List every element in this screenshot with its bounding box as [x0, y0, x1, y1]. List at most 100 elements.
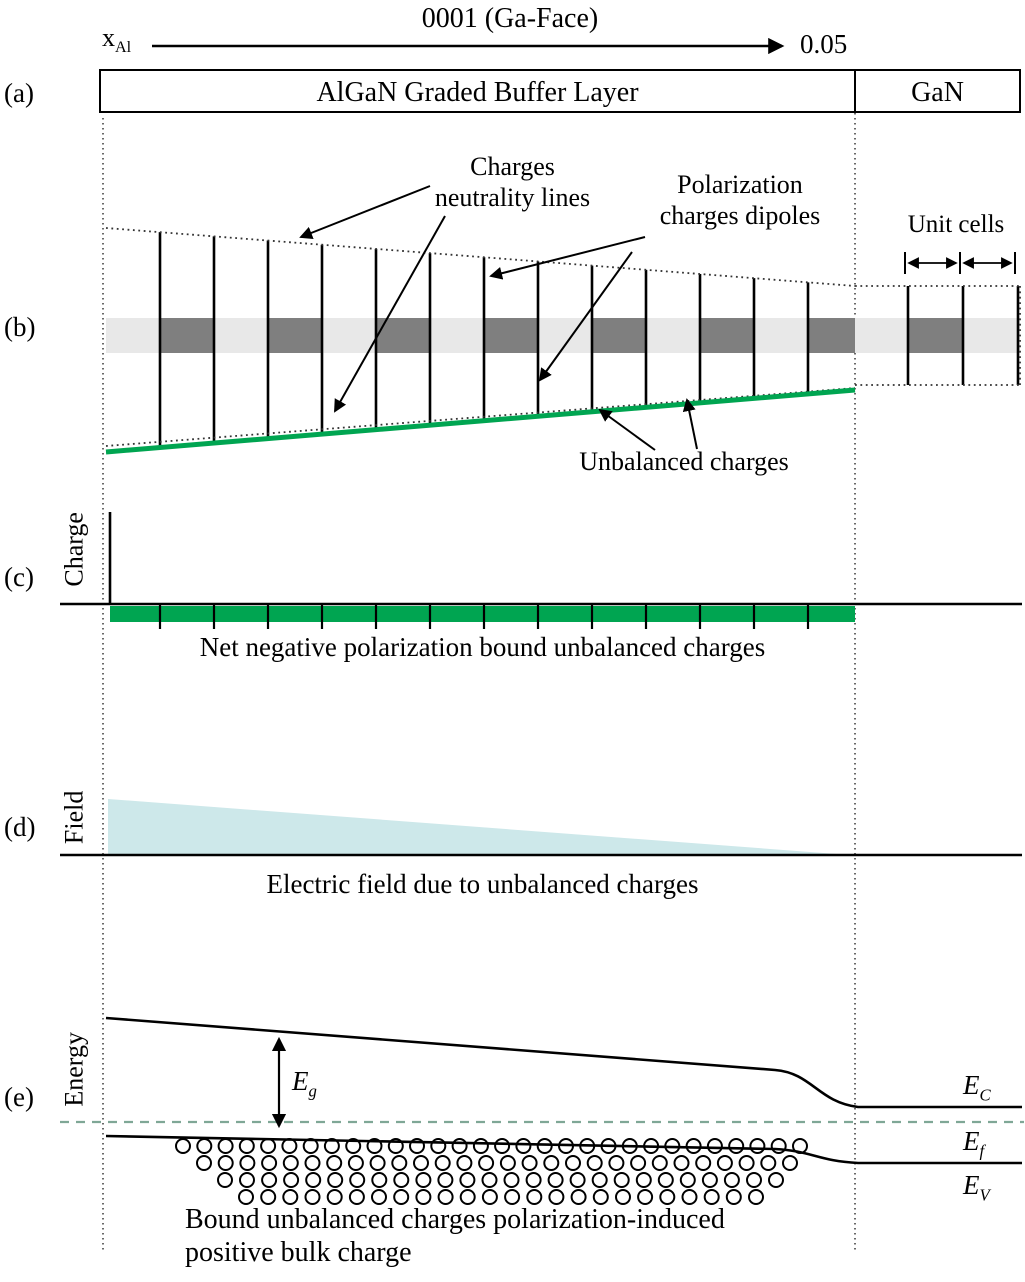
positive-charge-circle	[451, 1138, 468, 1154]
positive-charge-circle	[371, 1189, 387, 1205]
unit-cell-block	[700, 318, 754, 353]
unit-cell-block	[592, 318, 646, 353]
positive-charge-circle	[282, 1189, 299, 1205]
positive-charge-circle	[481, 1172, 498, 1188]
positive-charge-circle	[608, 1155, 625, 1171]
positive-charge-circle	[770, 1138, 787, 1154]
positive-charge-circle	[217, 1155, 234, 1171]
bottom-neutrality-line	[105, 387, 856, 447]
arrow-dipoles-top	[489, 236, 646, 280]
positive-charge-circle	[703, 1189, 720, 1205]
valence-subscript: V	[979, 1185, 990, 1205]
fermi-main: E	[963, 1126, 980, 1156]
unit-cell-block	[268, 318, 322, 353]
positive-charge-circle	[345, 1138, 362, 1154]
band-gap-subscript: g	[308, 1081, 317, 1101]
positive-charge-circle	[558, 1138, 574, 1154]
unit-cell-block	[808, 318, 855, 353]
positive-charge-circle	[526, 1189, 543, 1205]
x-end-value: 0.05	[800, 29, 848, 59]
positive-charge-circle	[349, 1172, 366, 1188]
positive-charge-circle	[347, 1155, 364, 1171]
positive-charge-circle	[695, 1155, 712, 1171]
positive-charge-circle	[565, 1155, 581, 1171]
unit-cells-annotation: Unit cells	[907, 211, 1005, 238]
positive-charge-circle	[579, 1138, 596, 1154]
positive-charge-circle	[570, 1189, 587, 1205]
positive-charge-circle	[613, 1172, 630, 1188]
positive-charge-circle	[499, 1155, 516, 1171]
positive-charge-circle	[327, 1172, 344, 1188]
positive-charge-circle	[685, 1138, 702, 1154]
panel-a-label: (a)	[4, 78, 34, 108]
valence-band-curve	[105, 1134, 1022, 1165]
positive-charge-circle	[366, 1138, 383, 1154]
positive-charge-circle	[282, 1155, 299, 1171]
arrow-neutrality-bottom	[334, 215, 446, 413]
unit-cell-block	[160, 318, 214, 353]
positive-charge-circle	[175, 1138, 191, 1154]
valence-main: E	[963, 1170, 980, 1200]
positive-charge-circle	[196, 1138, 213, 1154]
unbalanced-charges-green-line	[105, 387, 856, 455]
positive-charge-circle	[196, 1155, 212, 1171]
positive-charge-circle	[701, 1172, 718, 1188]
positive-charge-circle	[749, 1138, 766, 1154]
positive-charge-circle	[548, 1189, 565, 1205]
positive-charge-circle	[746, 1172, 762, 1188]
positive-charge-circle	[615, 1189, 631, 1205]
charges-neutrality-annotation: Charges neutrality lines	[434, 152, 591, 212]
arrow-unbalanced-left	[598, 408, 656, 451]
positive-charge-circle	[536, 1138, 553, 1154]
positive-charge-circle	[504, 1189, 521, 1205]
field-caption: Electric field due to unbalanced charges	[266, 869, 699, 899]
band-gap-main: E	[292, 1066, 309, 1096]
positive-charge-circle	[260, 1189, 277, 1205]
field-axis-label: Field	[59, 790, 89, 845]
positive-charge-circle	[723, 1172, 740, 1188]
positive-charge-circle	[260, 1138, 277, 1154]
positive-charge-circle	[281, 1138, 298, 1154]
band-gap-label: Eg	[292, 1066, 317, 1101]
orientation-title: 0001 (Ga-Face)	[421, 3, 599, 34]
positive-charge-circle	[261, 1155, 278, 1171]
positive-charge-circle	[369, 1155, 386, 1171]
unit-cell-block	[484, 318, 538, 353]
positive-charge-circle	[478, 1155, 495, 1171]
positive-charge-circle	[664, 1138, 681, 1154]
positive-charge-circle	[515, 1138, 532, 1154]
positive-charge-circle	[415, 1189, 432, 1205]
fermi-level-label: Ef	[963, 1126, 984, 1161]
positive-charge-circle	[430, 1138, 447, 1154]
positive-charge-circle	[239, 1172, 255, 1188]
fermi-subscript: f	[979, 1141, 985, 1161]
x-al-main: x	[102, 23, 115, 52]
positive-charge-circle	[413, 1155, 429, 1171]
positive-charge-circle	[630, 1155, 647, 1171]
positive-charge-circle	[748, 1189, 764, 1205]
positive-charge-circle	[635, 1172, 652, 1188]
positive-charge-circle	[738, 1155, 755, 1171]
positive-charge-circle	[503, 1172, 520, 1188]
unbalanced-charges-annotation: Unbalanced charges	[579, 447, 789, 476]
conduction-main: E	[963, 1070, 980, 1100]
energy-caption: Bound unbalanced charges polarization-in…	[185, 1204, 725, 1269]
arrow-dipoles-bottom	[538, 251, 633, 382]
panel-c-label: (c)	[4, 562, 34, 592]
positive-charge-circle	[437, 1189, 454, 1205]
positive-charge-circle	[657, 1172, 674, 1188]
positive-charge-circle	[348, 1189, 365, 1205]
positive-charge-circle	[283, 1172, 300, 1188]
positive-charge-circle	[760, 1155, 777, 1171]
positive-charge-circles	[175, 1138, 808, 1205]
positive-charge-circle	[679, 1172, 696, 1188]
positive-charge-circle	[569, 1172, 586, 1188]
positive-charge-circle	[725, 1189, 742, 1205]
positive-charge-circle	[637, 1189, 654, 1205]
positive-charge-circle	[437, 1172, 454, 1188]
positive-charge-circle	[415, 1172, 432, 1188]
positive-charge-circle	[706, 1138, 723, 1154]
positive-charge-circle	[716, 1155, 733, 1171]
positive-charge-circle	[326, 1155, 343, 1171]
positive-charge-circle	[391, 1155, 408, 1171]
